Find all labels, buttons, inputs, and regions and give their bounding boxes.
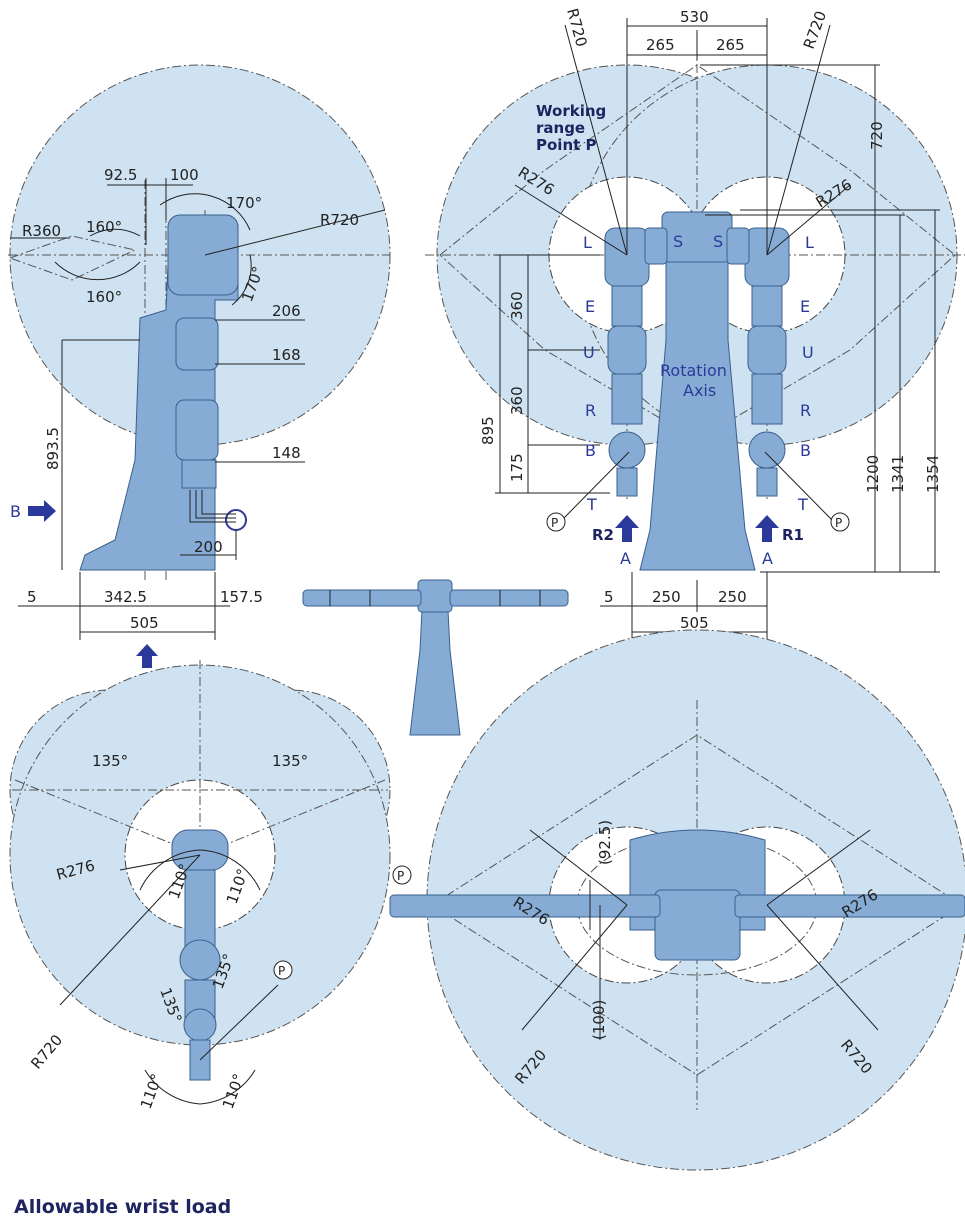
side-dim-893-5: 893.5 [44,427,62,470]
side-dim-5: 5 [27,588,37,606]
side-dim-r720: R720 [320,211,359,229]
axis-right-e: E [800,297,810,316]
axis-right-r: R [800,401,811,420]
front-dim-1341: 1341 [889,455,907,493]
front-dim-265-left: 265 [646,36,675,54]
top-view-left: 135° 135° 110° 110° 135° 135° 110° 110° … [9,660,391,1111]
side-view: 92.5 100 R720 R360 160° 160° 170° 170° 2… [8,64,391,694]
view-a-label-left: A [620,549,631,568]
working-range-label-2: range [536,119,585,137]
front-dim-360-lower: 360 [508,386,526,415]
axis-s-right: S [713,232,723,251]
axis-right-t: T [797,495,808,514]
top-left-angle-135-a: 135° [92,752,128,770]
page-title: Allowable wrist load [14,1196,232,1218]
top-left-angle-110-c: 110° [137,1071,166,1111]
front-dim-r720-left: R720 [563,6,590,48]
side-dim-168: 168 [272,346,301,364]
rotation-axis-label-1: Rotation [660,361,727,380]
view-b-label: B [10,502,21,521]
r1-arrow [755,515,779,542]
front-dim-505: 505 [680,614,709,632]
axis-left-e: E [585,297,595,316]
front-dim-r720-right: R720 [800,9,830,52]
top-left-angle-110-d: 110° [219,1071,248,1111]
axis-s-left: S [673,232,683,251]
axis-right-b: B [800,441,811,460]
axis-left-t: T [586,495,597,514]
front-left-arm [604,227,668,497]
front-dim-360-upper: 360 [508,291,526,320]
side-dim-157-5: 157.5 [220,588,263,606]
front-view: 530 265 265 R720 R720 720 R276 R276 360 … [425,6,965,640]
axis-left-l: L [583,233,592,252]
top-left-point-p: P [278,964,285,978]
front-dim-265-right: 265 [716,36,745,54]
front-dim-720: 720 [868,121,886,150]
side-dim-505: 505 [130,614,159,632]
front-dim-5: 5 [604,588,614,606]
view-c-arrow [136,644,158,668]
axis-left-b: B [585,441,596,460]
front-dim-250-right: 250 [718,588,747,606]
side-dim-r360: R360 [22,222,61,240]
front-dim-175: 175 [508,453,526,482]
working-range-label-3: Point P [536,136,597,154]
point-p-right: P [835,516,842,530]
front-dim-1354: 1354 [924,455,942,493]
working-range-label-1: Working [536,102,606,120]
side-angle-170-top: 170° [226,194,262,212]
axis-right-l: L [805,233,814,252]
side-dim-148: 148 [272,444,301,462]
side-dim-100: 100 [170,166,199,184]
front-dim-530: 530 [680,8,709,26]
top-right-point-p: P [397,869,404,883]
top-left-dim-r720: R720 [27,1031,66,1072]
view-a-label-right: A [762,549,773,568]
side-dim-342-5: 342.5 [104,588,147,606]
top-right-dim-92-5: (92.5) [596,820,614,865]
front-dim-895: 895 [479,416,497,445]
top-right-dim-100: (100) [590,1000,608,1040]
r1-label: R1 [782,526,804,544]
side-angle-160-bottom: 160° [86,288,122,306]
robot-arms-extended [302,579,569,736]
front-dim-1200: 1200 [864,455,882,493]
r2-label: R2 [592,526,614,544]
axis-right-u: U [802,343,814,362]
side-dim-92-5: 92.5 [104,166,137,184]
rotation-axis-label-2: Axis [683,381,716,400]
front-dim-250-left: 250 [652,588,681,606]
side-dim-200: 200 [194,538,223,556]
point-p-left: P [551,516,558,530]
side-dim-206: 206 [272,302,301,320]
view-b-arrow [28,500,56,522]
axis-left-u: U [583,343,595,362]
top-view-right: (92.5) (100) R276 R276 R720 R720 P [389,629,965,1171]
side-angle-160-top: 160° [86,218,122,236]
front-right-arm [726,227,790,497]
axis-left-r: R [585,401,596,420]
r2-arrow [615,515,639,542]
top-left-angle-135-b: 135° [272,752,308,770]
